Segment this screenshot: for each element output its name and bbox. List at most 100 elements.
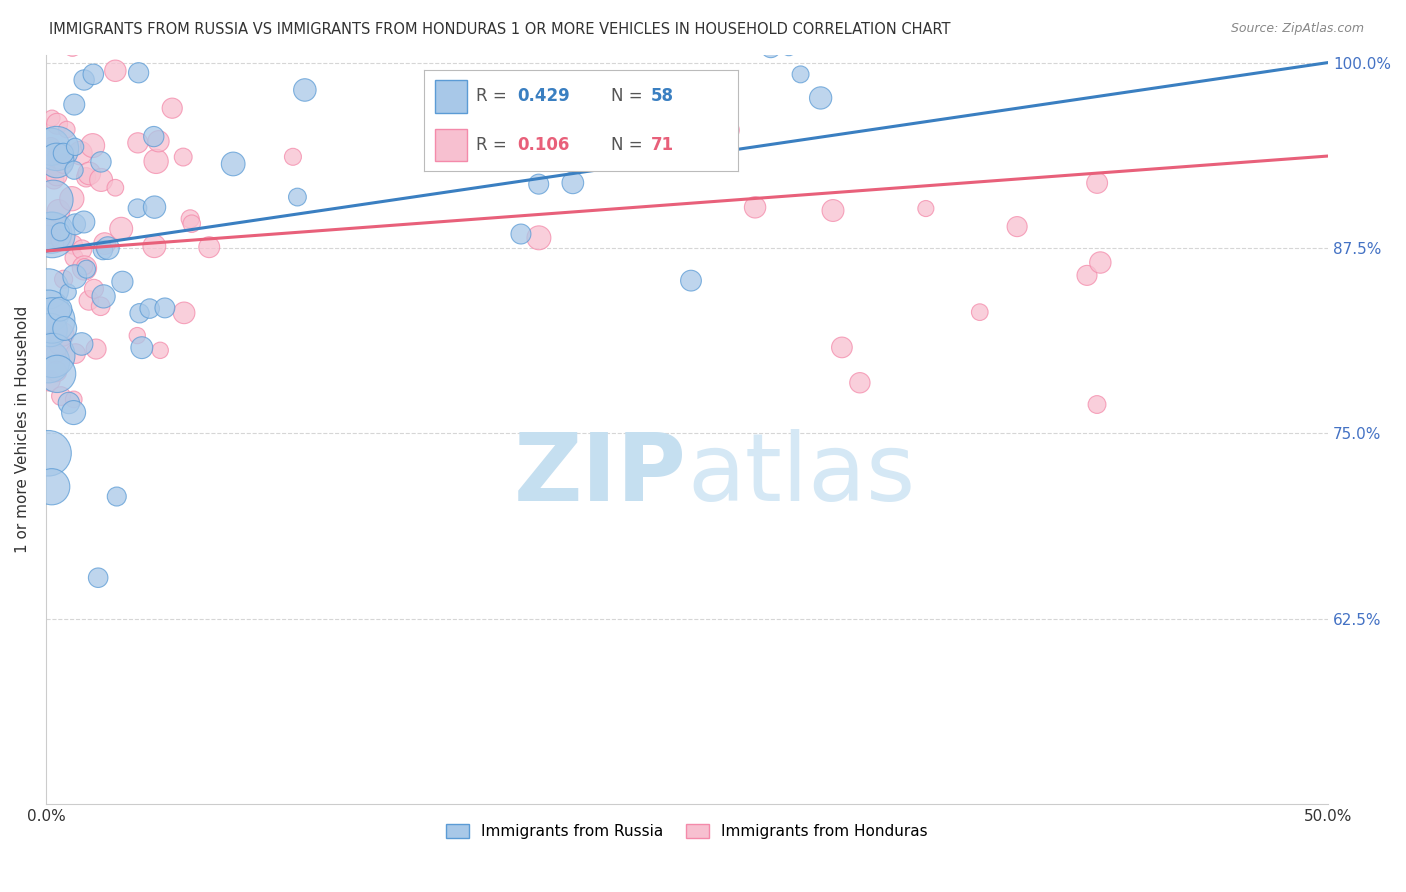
Point — [73, 260, 96, 275]
Point — [561, 176, 583, 190]
Point — [93, 236, 115, 251]
Point — [49, 389, 72, 403]
Point — [52, 157, 75, 171]
Y-axis label: 1 or more Vehicles in Household: 1 or more Vehicles in Household — [15, 306, 30, 553]
Point — [821, 203, 844, 218]
Point — [90, 299, 112, 313]
Point — [1085, 176, 1108, 190]
Point — [538, 94, 561, 108]
Point — [198, 240, 221, 254]
Point — [82, 67, 104, 81]
Point — [41, 111, 63, 125]
Point — [111, 275, 134, 289]
Point — [38, 355, 60, 369]
Point — [45, 326, 67, 340]
Point — [39, 139, 62, 153]
Point — [128, 66, 150, 80]
Point — [48, 151, 70, 165]
Point — [90, 173, 112, 187]
Point — [53, 321, 76, 335]
Point — [148, 134, 170, 148]
Point — [46, 117, 69, 131]
Point — [51, 327, 73, 342]
Point — [110, 221, 132, 235]
Point — [180, 217, 202, 231]
Point — [38, 282, 60, 296]
Point — [510, 227, 533, 241]
Point — [65, 346, 87, 360]
Point — [744, 200, 766, 214]
Point — [52, 272, 75, 286]
Point — [45, 346, 67, 360]
Point — [778, 41, 800, 55]
Point — [160, 101, 183, 115]
Point — [76, 262, 98, 277]
Point — [128, 306, 150, 320]
Point — [131, 341, 153, 355]
Point — [62, 41, 84, 55]
Point — [91, 243, 114, 257]
Point — [39, 140, 62, 154]
Point — [45, 141, 67, 155]
Point — [294, 83, 316, 97]
Point — [718, 123, 741, 137]
Point — [915, 202, 938, 216]
Point — [63, 269, 86, 284]
Point — [49, 302, 72, 317]
Point — [42, 348, 65, 362]
Point — [48, 337, 70, 351]
Point — [127, 328, 149, 343]
Point — [142, 129, 165, 144]
Point — [172, 150, 194, 164]
Point — [97, 241, 120, 255]
Point — [63, 251, 86, 265]
Point — [83, 282, 105, 296]
Point — [1085, 397, 1108, 411]
Point — [527, 177, 550, 191]
Point — [90, 154, 112, 169]
Point — [281, 150, 304, 164]
Point — [104, 180, 127, 194]
Point — [60, 192, 83, 206]
Point — [1076, 268, 1098, 283]
Point — [38, 225, 60, 239]
Point — [45, 364, 67, 378]
Point — [70, 243, 93, 257]
Text: Source: ZipAtlas.com: Source: ZipAtlas.com — [1230, 22, 1364, 36]
Point — [73, 73, 96, 87]
Point — [49, 233, 72, 247]
Point — [77, 166, 100, 180]
Point — [75, 170, 97, 185]
Point — [52, 146, 75, 161]
Point — [127, 201, 149, 215]
Point — [1005, 219, 1028, 234]
Point — [56, 285, 79, 299]
Point — [70, 337, 93, 351]
Point — [38, 446, 60, 460]
Point — [149, 343, 172, 358]
Text: ZIP: ZIP — [515, 429, 688, 521]
Point — [38, 304, 60, 318]
Point — [173, 306, 195, 320]
Point — [63, 163, 86, 178]
Text: IMMIGRANTS FROM RUSSIA VS IMMIGRANTS FROM HONDURAS 1 OR MORE VEHICLES IN HOUSEHO: IMMIGRANTS FROM RUSSIA VS IMMIGRANTS FRO… — [49, 22, 950, 37]
Point — [63, 97, 86, 112]
Point — [222, 157, 245, 171]
Point — [759, 41, 782, 55]
Point — [104, 63, 127, 78]
Point — [143, 200, 166, 214]
Text: atlas: atlas — [688, 429, 915, 521]
Point — [62, 406, 84, 420]
Point — [127, 136, 149, 150]
Point — [41, 227, 63, 242]
Point — [430, 87, 453, 101]
Point — [679, 274, 702, 288]
Point — [63, 217, 86, 231]
Point — [849, 376, 872, 390]
Point — [73, 215, 96, 229]
Point — [84, 342, 107, 356]
Point — [77, 293, 100, 308]
Point — [45, 153, 67, 168]
Point — [287, 190, 309, 204]
Point — [62, 237, 84, 252]
